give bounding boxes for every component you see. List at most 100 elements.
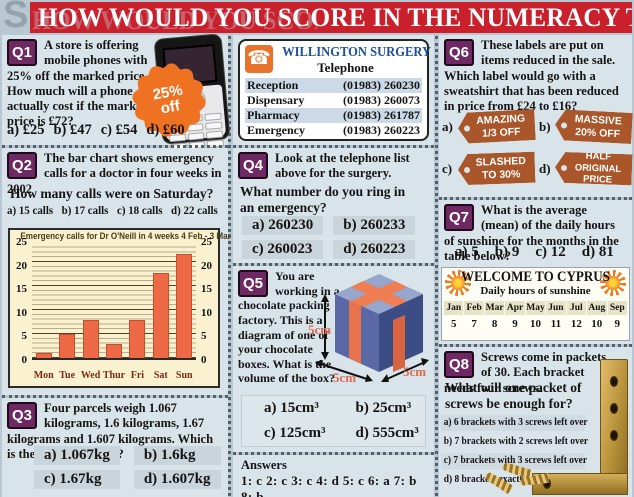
answer-option[interactable]: d) £60 — [146, 122, 185, 138]
metal-bracket-image — [600, 359, 628, 493]
bar-mon — [35, 353, 52, 358]
header-banner: HOW WOULD YOU SCORE IN THE NUMERACY TEST… — [30, 2, 632, 33]
telephone-row-name: Dispensary — [247, 93, 305, 107]
telephone-icon: ☎ — [245, 45, 273, 73]
column-divider — [228, 36, 231, 496]
question-8-panel: Q8 Screws come in packets of 30. Each bra… — [439, 347, 632, 497]
tag-key: a) — [442, 118, 453, 134]
answer-option[interactable]: a) 260230 — [242, 216, 324, 235]
question-5-text: You are working in a chocolate packing f… — [238, 269, 340, 386]
bar-slot — [173, 244, 196, 358]
question-5-badge: Q5 — [238, 270, 268, 297]
bar-slot — [79, 244, 102, 358]
answer-option[interactable]: b) 17 calls — [61, 205, 109, 217]
question-6: Q6 These labels are put on items reduced … — [439, 35, 632, 114]
answer-option[interactable]: c) 7 brackets with 3 screws left over — [441, 453, 587, 469]
answer-option[interactable]: b) 260233 — [333, 216, 416, 235]
answer-option[interactable]: b) £47 — [53, 122, 92, 138]
month-cell: May — [525, 301, 546, 315]
question-8-prompt: What will one packet of screws be enough… — [445, 380, 582, 412]
question-6-panel: Q6 These labels are put on items reduced … — [439, 35, 632, 197]
page-watermark: S — [3, 0, 29, 36]
answer-option[interactable]: d) 260223 — [333, 240, 416, 259]
answer-option[interactable]: a) £25 — [7, 122, 45, 138]
answer-option[interactable]: a) 6 brackets with 3 screws left over — [441, 415, 588, 431]
answer-option[interactable]: d) 81 — [581, 244, 614, 260]
chart-plot-area — [32, 244, 196, 360]
answer-option[interactable]: b) 9 — [494, 244, 520, 260]
x-axis-label: Sun — [175, 370, 193, 381]
bar-thur — [105, 343, 122, 358]
answer-key-panel: Answers 1: c 2: c 3: c 4: d 5: c 6: a 7:… — [233, 455, 434, 497]
y-axis-tick: 20 — [16, 259, 27, 272]
question-3: Q3 Four parcels weigh 1.067 kilograms, 1.… — [2, 398, 228, 462]
sale-tag-option[interactable]: d) HALF ORIGINAL PRICE — [539, 153, 632, 184]
telephone-row-name: Emergency — [247, 123, 305, 137]
value-cell: 9 — [607, 317, 627, 332]
value-cell: 11 — [546, 317, 566, 332]
sale-tag-option[interactable]: c) SLASHED TO 30% — [442, 153, 535, 184]
answer-option[interactable]: a) 1.067kg — [34, 446, 120, 465]
surgery-subtitle: Telephone — [317, 60, 374, 75]
bar-slot — [55, 244, 78, 358]
sale-tag-option[interactable]: b) MASSIVE 20% OFF — [539, 111, 632, 142]
answer-option[interactable]: b) 7 brackets with 2 screws left over — [441, 434, 588, 450]
answer-option[interactable]: d) 22 calls — [171, 205, 218, 217]
month-cell: Aug — [587, 301, 607, 315]
bar-slot — [149, 244, 172, 358]
telephone-row: Dispensary (01983) 260073 — [245, 93, 422, 108]
y-axis-tick: 0 — [201, 354, 207, 366]
y-axis-tick: 20 — [201, 259, 212, 272]
month-cell: Jun — [546, 301, 566, 315]
question-1-options: a) £25 b) £47 c) £54 d) £60 — [7, 122, 194, 139]
telephone-row-number: (01983) 260223 — [343, 123, 420, 137]
month-cell: Apr — [505, 301, 525, 315]
answer-option[interactable]: a) 5 — [455, 244, 479, 260]
answer-option[interactable]: c) 12 — [535, 244, 566, 260]
header-ghost-text: HOW WOULD YOU SCORE IN THE NUMERACY TEST… — [32, 6, 317, 33]
chart-title: Emergency calls for Dr O'Neill in 4 week… — [20, 231, 231, 241]
answer-option[interactable]: d) 1.607kg — [133, 470, 221, 489]
value-cell: 9 — [505, 317, 525, 332]
answer-option[interactable]: c) £54 — [100, 122, 138, 138]
question-4-badge: Q4 — [238, 152, 268, 179]
answer-option[interactable]: c) 260023 — [242, 240, 324, 259]
left-column: Q1 A store is offering mobile phones with… — [2, 33, 231, 497]
answer-option[interactable]: b) 25cm³ — [355, 400, 412, 416]
question-1: Q1 A store is offering mobile phones with… — [2, 35, 164, 130]
value-cell: 7 — [464, 317, 484, 332]
dimension-label-right: 5cm — [403, 364, 427, 379]
dimension-label-bottom: 5cm — [333, 370, 357, 385]
answer-option[interactable]: d) 555cm³ — [355, 425, 419, 441]
telephone-list-card: ☎ WILLINGTON SURGERY Telephone Reception… — [238, 39, 431, 141]
question-4-options: a) 260230 b) 260233 c) 260023 d) 260223 — [242, 216, 416, 259]
month-cell: Jan — [444, 301, 464, 315]
answer-option[interactable]: a) 15 calls — [7, 205, 54, 217]
bar-wed — [82, 320, 99, 358]
question-6-badge: Q6 — [444, 39, 474, 66]
month-cell: Feb — [464, 301, 484, 315]
y-axis-tick: 25 — [201, 236, 212, 248]
tag-key: c) — [442, 160, 453, 176]
sale-tag-option[interactable]: a) AMAZING 1/3 OFF — [442, 111, 535, 142]
answer-option[interactable]: a) 15cm³ — [264, 400, 319, 416]
question-3-text: Four parcels weigh 1.067 kilograms, 1.6 … — [7, 401, 214, 461]
price-tag: HALF ORIGINAL PRICE — [554, 152, 632, 186]
answer-option[interactable]: c) 18 calls — [116, 205, 163, 217]
sunshine-table-subtitle: Daily hours of sunshine — [480, 285, 591, 297]
telephone-row: Pharmacy (01983) 261787 — [245, 108, 422, 123]
surgery-panel: ☎ WILLINGTON SURGERY Telephone Reception… — [233, 35, 434, 145]
sunshine-table-title: WELCOME TO CYPRUS — [461, 269, 610, 285]
discount-badge-line2: off — [159, 97, 182, 118]
answer-option[interactable]: b) 1.6kg — [133, 446, 221, 465]
y-axis-tick: 25 — [16, 236, 27, 248]
answer-option[interactable]: c) 1.67kg — [34, 470, 120, 489]
x-axis-label: Mon — [33, 370, 54, 381]
question-7: Q7 What is the average (mean) of the dail… — [439, 200, 632, 264]
telephone-rows: Reception (01983) 260230 Dispensary (01983)… — [245, 78, 422, 138]
question-7-text: What is the average (mean) of the daily … — [444, 203, 619, 263]
question-4-panel: Q4 Look at the telephone list above for t… — [233, 148, 434, 263]
answer-option[interactable]: c) 125cm³ — [264, 425, 326, 441]
bar-tue — [59, 334, 76, 358]
sunshine-values-row: 5 7 8 9 10 11 12 10 9 — [444, 317, 627, 332]
